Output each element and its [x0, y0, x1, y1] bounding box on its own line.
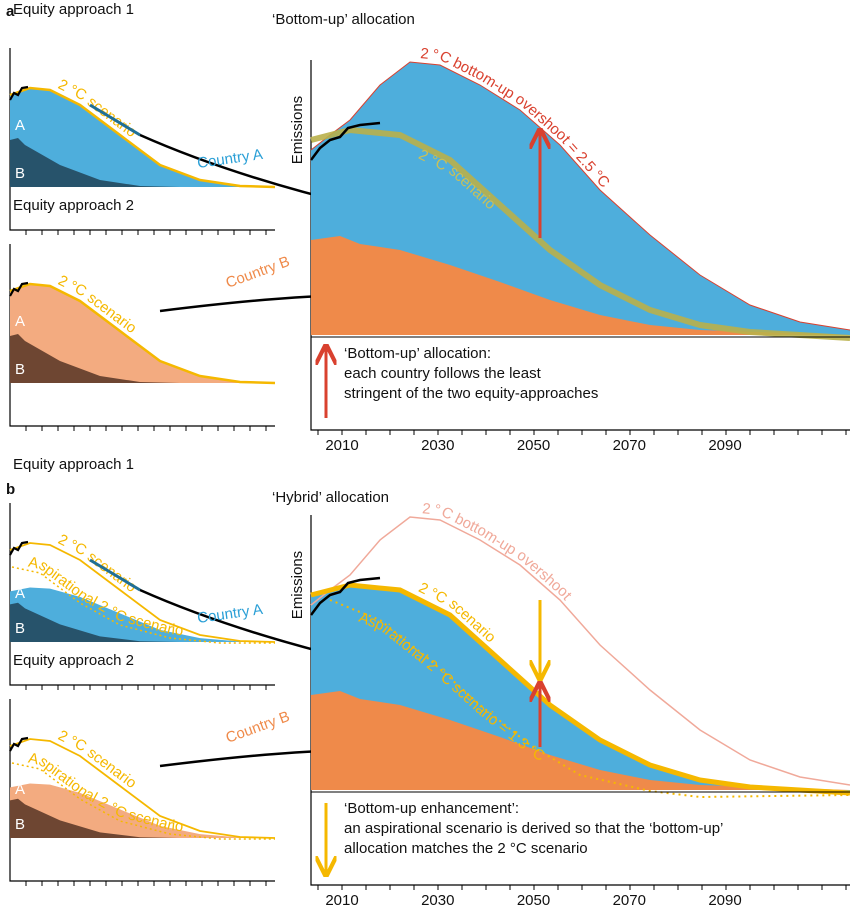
historical-line	[9, 540, 29, 556]
small-title: Equity approach 2	[13, 652, 134, 669]
historical-line	[9, 85, 29, 101]
region-label: A	[15, 585, 25, 602]
x-tick-label: 2090	[708, 437, 741, 454]
historical-line	[310, 121, 381, 161]
scenario-line	[9, 738, 276, 839]
country-label: Country A	[196, 146, 264, 172]
region-b	[10, 602, 180, 642]
x-tick-label: 2090	[708, 892, 741, 909]
historical-line	[9, 736, 29, 752]
axis	[9, 503, 275, 686]
region-b	[311, 236, 850, 335]
region-label: B	[15, 361, 25, 378]
x-tick-label: 2050	[517, 437, 550, 454]
note-text: allocation matches the 2 °C scenario	[344, 840, 588, 857]
x-tick-label: 2030	[421, 437, 454, 454]
panel-label: b	[6, 481, 15, 498]
region-label: B	[15, 816, 25, 833]
axis	[9, 699, 275, 882]
scenario-line	[310, 126, 850, 341]
note-text: ‘Bottom-up’ allocation:	[344, 345, 491, 362]
note-text: ‘Bottom-up enhancement’:	[344, 800, 519, 817]
region-a	[10, 284, 275, 383]
historical-line	[9, 281, 29, 297]
overshoot-line	[310, 516, 850, 786]
region-label: B	[15, 165, 25, 182]
scenario-line	[9, 86, 276, 189]
region-label: A	[15, 117, 25, 134]
x-tick-label: 2010	[325, 892, 358, 909]
country-arrow	[89, 558, 141, 592]
x-tick-label: 2070	[613, 892, 646, 909]
country-label: Country B	[224, 253, 292, 292]
x-tick-label: 2010	[325, 437, 358, 454]
country-label: Country B	[224, 708, 292, 747]
panel-label: a	[6, 3, 15, 20]
region-label: A	[15, 781, 25, 798]
region-b	[10, 798, 180, 838]
x-tick-label: 2050	[517, 892, 550, 909]
note-text: each country follows the least	[344, 365, 542, 382]
note-text: stringent of the two equity-approaches	[344, 385, 598, 402]
panel-title: ‘Hybrid’ allocation	[272, 489, 389, 506]
y-axis-label: Emissions	[289, 96, 306, 164]
country-label: Country A	[196, 601, 264, 627]
aspirational-line	[11, 762, 275, 840]
overshoot-line	[310, 61, 850, 331]
panel-title: ‘Bottom-up’ allocation	[272, 11, 415, 28]
x-tick-label: 2070	[613, 437, 646, 454]
aspirational-line	[11, 566, 275, 644]
region-a	[10, 783, 275, 838]
small-title: Equity approach 1	[13, 1, 134, 18]
region-b	[311, 691, 850, 790]
small-title: Equity approach 2	[13, 197, 134, 214]
region-b	[10, 334, 180, 383]
region-a	[10, 587, 275, 642]
x-tick-label: 2030	[421, 892, 454, 909]
region-label: A	[15, 313, 25, 330]
country-arrow	[89, 103, 141, 137]
historical-line	[310, 576, 381, 616]
scenario-line	[310, 582, 850, 796]
region-a	[10, 88, 275, 187]
small-title: Equity approach 1	[13, 456, 134, 473]
scenario-line	[9, 542, 276, 643]
scenario-line	[9, 282, 276, 385]
region-b	[10, 138, 180, 187]
y-axis-label: Emissions	[289, 551, 306, 619]
region-label: B	[15, 620, 25, 637]
note-text: an aspirational scenario is derived so t…	[344, 820, 723, 837]
